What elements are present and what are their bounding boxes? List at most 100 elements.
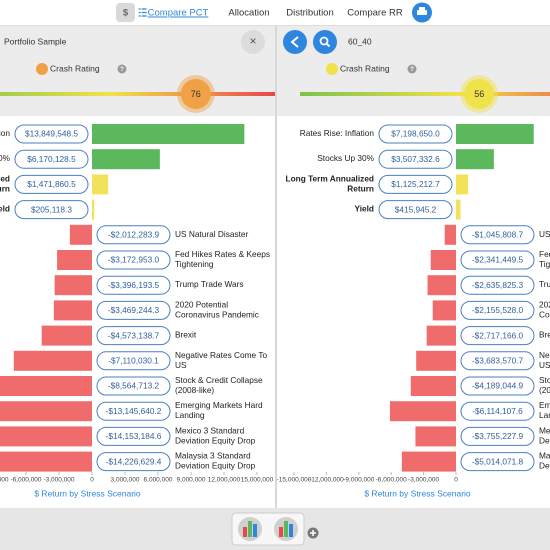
x-tick-label: 9,000,000 [177,477,206,484]
value-label: -$3,469,244.3 [108,305,160,315]
x-tick-label: 12,000,000 [208,477,241,484]
print-icon [417,10,427,15]
nav-item[interactable]: Compare PCT [148,8,209,19]
value-pill[interactable] [96,275,171,295]
value-pill[interactable] [14,149,89,169]
gauge-value: 56 [474,89,484,99]
value-pill[interactable] [96,376,171,396]
value-pill[interactable] [460,452,535,472]
value-pill[interactable] [460,326,535,346]
row-label: Rates Rise: Inflation [300,128,375,138]
rating-label: Crash Rating [340,63,390,73]
nav-item[interactable]: Distribution [286,8,334,19]
row-label: Brexit [175,330,197,340]
x-tick-label: 6,000,000 [144,477,173,484]
value-pill[interactable] [96,401,171,421]
gauge-value: 76 [191,89,201,99]
value-pill[interactable] [378,174,453,194]
value-pill[interactable] [378,149,453,169]
help-icon[interactable] [117,64,127,74]
bar [57,250,92,270]
search-button[interactable] [313,30,337,54]
row-label: Trump Trade Wars [175,279,244,289]
nav-bar [0,0,550,25]
value-label: -$4,189,044.9 [472,381,524,391]
value-pill[interactable] [460,376,535,396]
value-label: -$3,755,227.9 [472,431,524,441]
x-axis-title: $ Return by Stress Scenario [364,488,471,498]
dollar-button[interactable] [116,3,135,22]
x-tick-label: 0 [90,477,94,484]
close-button[interactable] [241,30,265,54]
value-pill[interactable] [14,124,89,144]
search-icon [319,36,329,46]
value-pill[interactable] [460,300,535,320]
value-label: -$2,012,283.9 [108,229,160,239]
bar [69,224,92,245]
value-pill[interactable] [96,326,171,346]
row-label: US Natural Disaster [175,229,249,239]
x-tick-label: -12,000,000 [309,477,344,484]
row-label: Stocks Up 30% [0,153,11,163]
value-pill[interactable] [460,250,535,270]
nav-icon [138,8,147,17]
row-label: Stock & Credit Collapse(2008-like) [539,375,550,395]
x-tick-label: 15,000,000 [241,477,274,484]
row-label: Stock & Credit Collapse(2008-like) [175,375,263,395]
value-pill[interactable] [96,225,171,245]
nav-item[interactable]: Compare RR [347,8,403,19]
back-button[interactable] [283,30,307,54]
bar [389,401,456,422]
value-label: -$14,226,629.4 [106,456,162,466]
value-label: -$8,564,713.2 [108,381,160,391]
value-label: $7,198,650.0 [391,129,440,139]
value-pill[interactable] [96,300,171,320]
value-pill[interactable] [96,426,171,446]
bar [444,224,456,245]
chart-icon[interactable] [238,517,262,541]
bar [456,199,461,220]
dollar-button-text: $ [123,8,129,19]
gauge-knob [464,79,495,109]
value-pill[interactable] [14,200,89,220]
value-label: -$1,045,808.7 [472,229,524,239]
chart-icon[interactable] [274,517,298,541]
bar [427,275,456,296]
value-pill[interactable] [460,401,535,421]
gauge-track [0,92,275,96]
value-pill[interactable] [96,351,171,371]
value-label: -$5,014,071.8 [472,456,524,466]
value-pill[interactable] [460,275,535,295]
bar [53,300,92,321]
value-pill[interactable] [96,452,171,472]
bar [0,401,92,422]
x-tick-label: -3,000,000 [408,477,439,484]
value-label: $6,170,128.5 [27,154,76,164]
value-pill[interactable] [96,250,171,270]
value-pill[interactable] [378,200,453,220]
search-icon [325,42,331,48]
bar [0,451,92,472]
row-label: Stocks Up 30% [317,153,374,163]
x-tick-label: -3,000,000 [43,477,74,484]
value-pill[interactable] [460,426,535,446]
value-pill[interactable] [14,174,89,194]
value-pill[interactable] [460,225,535,245]
bar [456,149,494,170]
value-label: -$2,155,528.0 [472,305,524,315]
value-pill[interactable] [460,351,535,371]
nav-item[interactable]: Allocation [228,8,269,19]
gauge-knob [180,79,211,109]
value-label: -$3,396,193.5 [108,280,160,290]
help-icon[interactable] [407,64,417,74]
value-pill[interactable] [378,124,453,144]
x-tick-label: -9,000,000 [0,477,9,484]
value-label: $13,849,548.5 [25,129,78,139]
rating-dot [326,63,338,75]
bar [410,376,456,396]
